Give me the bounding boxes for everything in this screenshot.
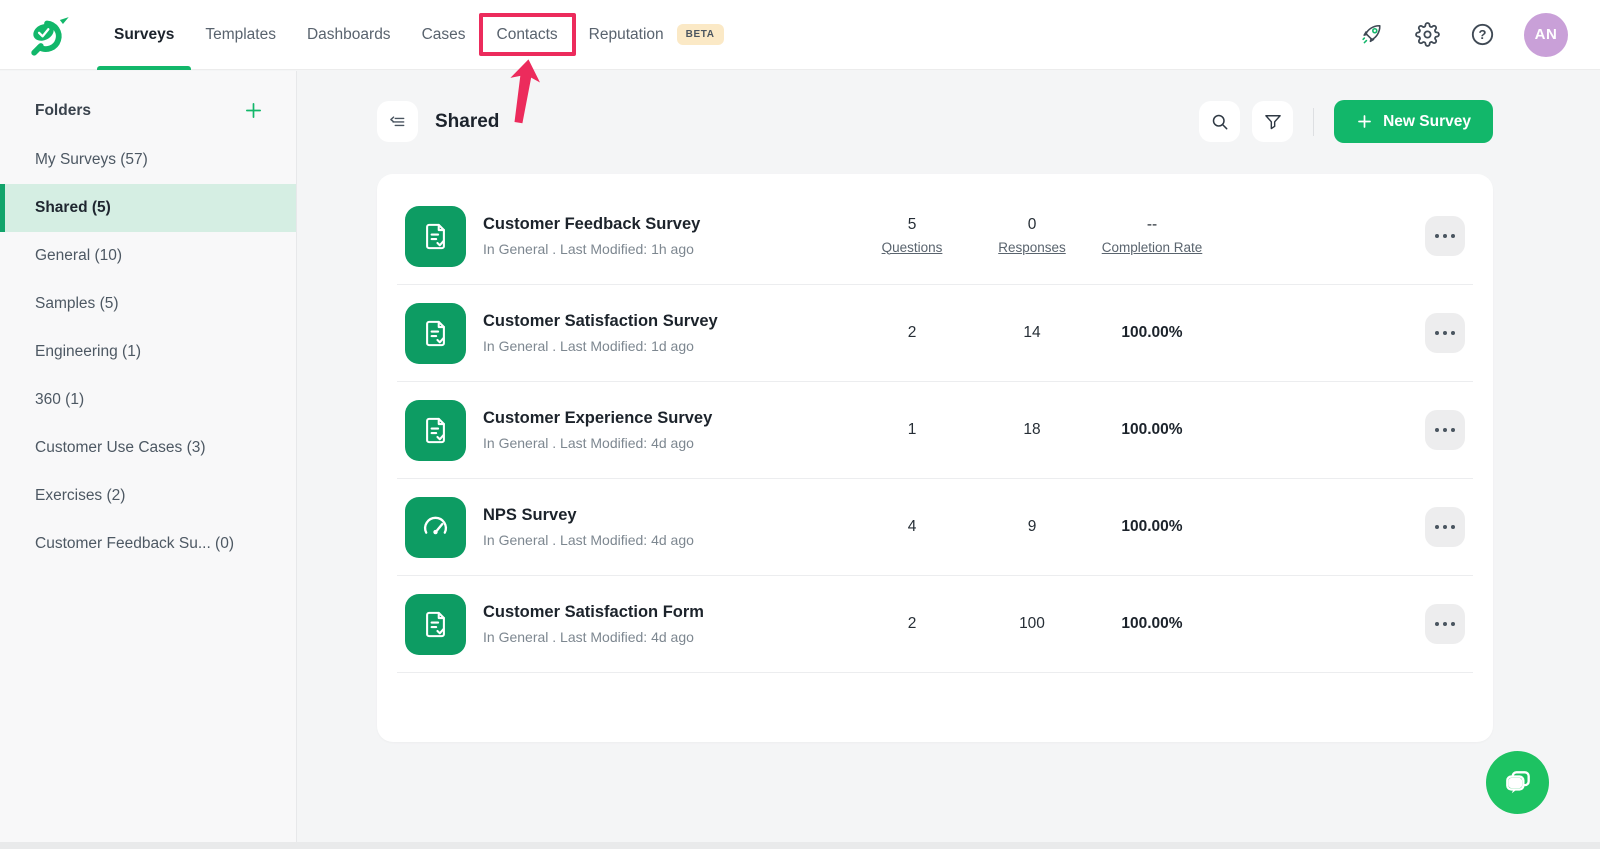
completion-rate: 100.00% <box>1121 324 1183 341</box>
sidebar-item-shared[interactable]: Shared (5) <box>0 184 296 232</box>
survey-row: Customer Satisfaction Survey In General … <box>397 285 1473 382</box>
responses-count: 0 <box>1027 215 1037 233</box>
document-check-icon[interactable] <box>405 302 466 364</box>
sidebar-item-exercises[interactable]: Exercises (2) <box>35 487 126 504</box>
gauge-icon[interactable] <box>405 496 466 558</box>
responses-label[interactable]: Responses <box>998 239 1066 255</box>
questions-label[interactable]: Questions <box>881 239 943 255</box>
header-actions: New Survey <box>1199 100 1493 143</box>
tab-dashboards[interactable]: Dashboards <box>306 25 391 43</box>
completion-rate: 100.00% <box>1121 518 1183 535</box>
completion-rate: -- <box>1146 215 1158 233</box>
questions-count: 1 <box>907 421 917 438</box>
survey-meta: In General . Last Modified: 4d ago <box>483 435 694 451</box>
collapse-sidebar-button[interactable] <box>377 101 418 142</box>
beta-badge: BETA <box>676 24 724 45</box>
more-options-button[interactable] <box>1425 507 1465 547</box>
document-check-icon[interactable] <box>405 399 466 461</box>
page-title: Shared <box>435 110 500 132</box>
top-navigation: Surveys Templates Dashboards Cases Conta… <box>0 0 1600 123</box>
user-avatar[interactable]: AN <box>1524 12 1568 57</box>
questions-count: 2 <box>907 324 917 341</box>
page-header: Shared New Survey <box>377 100 1493 143</box>
header-divider <box>1313 107 1315 136</box>
folders-sidebar: Folders My Surveys (57) Shared (5) Gener… <box>0 71 297 842</box>
folders-header: Folders <box>0 91 296 136</box>
plus-icon <box>1358 115 1371 128</box>
tab-templates[interactable]: Templates <box>205 25 276 43</box>
new-survey-button[interactable]: New Survey <box>1334 100 1493 143</box>
responses-count: 100 <box>1019 615 1045 632</box>
add-folder-icon[interactable] <box>244 101 263 120</box>
tab-surveys[interactable]: Surveys <box>96 0 192 70</box>
chat-bubbles-icon <box>1505 770 1530 793</box>
completion-rate: 100.00% <box>1121 421 1183 438</box>
sidebar-item-customer-use-cases[interactable]: Customer Use Cases (3) <box>35 439 206 456</box>
sidebar-item-engineering[interactable]: Engineering (1) <box>35 343 141 360</box>
sidebar-item-360[interactable]: 360 (1) <box>35 391 85 408</box>
window-bottom-strip <box>0 842 1600 849</box>
survey-meta: In General . Last Modified: 1h ago <box>483 241 694 257</box>
sidebar-item-general[interactable]: General (10) <box>35 247 123 264</box>
survey-meta: In General . Last Modified: 1d ago <box>483 338 694 354</box>
tab-contacts[interactable]: Contacts <box>478 0 576 123</box>
sidebar-item-customer-feedback[interactable]: Customer Feedback Su... (0) <box>35 535 234 552</box>
survey-name[interactable]: NPS Survey <box>483 506 577 524</box>
main-content: Shared New Survey <box>298 71 1600 842</box>
document-check-icon[interactable] <box>405 205 466 267</box>
tab-contacts-label: Contacts <box>496 25 558 43</box>
survey-row: Customer Experience Survey In General . … <box>397 382 1473 479</box>
tab-reputation[interactable]: Reputation BETA <box>589 0 724 70</box>
completion-rate: 100.00% <box>1121 615 1183 632</box>
whats-new-rocket-icon[interactable] <box>1359 22 1385 48</box>
settings-gear-icon[interactable] <box>1414 22 1440 48</box>
survey-row: NPS Survey In General . Last Modified: 4… <box>397 479 1473 576</box>
new-survey-label: New Survey <box>1383 112 1471 130</box>
responses-count: 9 <box>1027 518 1037 535</box>
completion-rate-label[interactable]: Completion Rate <box>1101 239 1203 255</box>
survey-meta: In General . Last Modified: 4d ago <box>483 532 694 548</box>
filter-icon[interactable] <box>1252 101 1294 142</box>
more-options-button[interactable] <box>1425 604 1465 644</box>
questions-count: 4 <box>907 518 917 535</box>
survey-row: Customer Feedback Survey In General . La… <box>397 188 1473 285</box>
folders-title: Folders <box>35 101 91 119</box>
survey-meta: In General . Last Modified: 4d ago <box>483 629 694 645</box>
main-nav-tabs: Surveys Templates Dashboards Cases Conta… <box>96 0 724 123</box>
sidebar-item-samples[interactable]: Samples (5) <box>35 295 119 312</box>
more-options-button[interactable] <box>1425 410 1465 450</box>
document-check-icon[interactable] <box>405 593 466 655</box>
tab-reputation-label: Reputation <box>588 25 664 43</box>
surveysparrow-logo-icon[interactable] <box>28 12 74 58</box>
survey-name[interactable]: Customer Experience Survey <box>483 409 713 427</box>
survey-row: Customer Satisfaction Form In General . … <box>397 576 1473 673</box>
svg-text:?: ? <box>1478 27 1486 42</box>
help-icon[interactable]: ? <box>1469 22 1495 48</box>
survey-name[interactable]: Customer Satisfaction Form <box>483 603 704 621</box>
more-options-button[interactable] <box>1425 313 1465 353</box>
questions-count: 5 <box>907 215 917 233</box>
questions-count: 2 <box>907 615 917 632</box>
nav-right-actions: ? AN <box>1359 12 1568 57</box>
responses-count: 18 <box>1023 421 1041 438</box>
survey-list-card: Customer Feedback Survey In General . La… <box>377 174 1493 742</box>
sidebar-item-my-surveys[interactable]: My Surveys (57) <box>35 151 148 168</box>
chat-widget-button[interactable] <box>1486 751 1549 814</box>
responses-count: 14 <box>1023 324 1041 341</box>
survey-name[interactable]: Customer Satisfaction Survey <box>483 312 718 330</box>
search-icon[interactable] <box>1199 101 1241 142</box>
more-options-button[interactable] <box>1425 216 1465 256</box>
tab-cases[interactable]: Cases <box>421 25 466 43</box>
survey-name[interactable]: Customer Feedback Survey <box>483 215 701 233</box>
